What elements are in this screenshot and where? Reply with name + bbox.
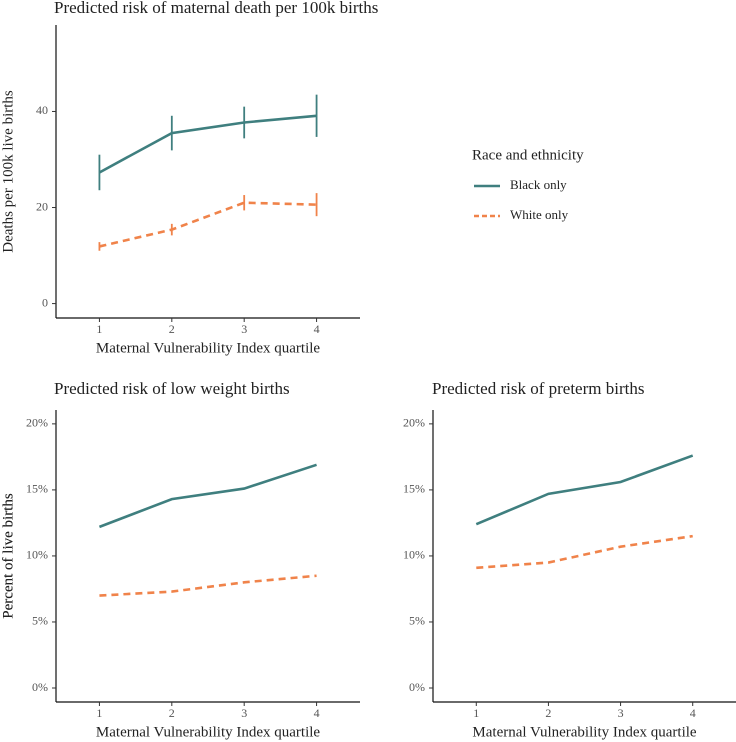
x-axis-title: Maternal Vulnerability Index quartile — [96, 340, 321, 356]
x-tick-label: 1 — [96, 322, 102, 336]
y-tick-label: 10% — [26, 548, 48, 562]
series-line — [475, 454, 694, 526]
series-line — [98, 114, 317, 174]
y-tick-label: 0% — [409, 680, 425, 694]
legend-label: White only — [510, 207, 569, 222]
series-line — [99, 574, 317, 597]
legend-title: Race and ethnicity — [472, 147, 584, 163]
y-axis-title: Percent of live births — [0, 493, 16, 619]
y-tick-label: 5% — [32, 614, 48, 628]
series-line — [98, 463, 317, 529]
y-axis-title: Deaths per 100k live births — [0, 90, 16, 253]
y-tick-label: 15% — [26, 482, 48, 496]
series-line — [99, 201, 317, 248]
x-axis-title: Maternal Vulnerability Index quartile — [472, 724, 697, 740]
y-tick-label: 5% — [409, 614, 425, 628]
chart-title: Predicted risk of preterm births — [432, 379, 644, 398]
y-tick-label: 0 — [42, 295, 48, 309]
x-tick-label: 1 — [96, 706, 102, 720]
y-tick-label: 10% — [403, 548, 425, 562]
x-tick-label: 4 — [690, 706, 696, 720]
chart-title: Predicted risk of maternal death per 100… — [54, 0, 378, 17]
x-tick-label: 1 — [473, 706, 479, 720]
y-tick-label: 0% — [32, 680, 48, 694]
x-tick-label: 2 — [545, 706, 551, 720]
y-tick-label: 20% — [403, 416, 425, 430]
x-tick-label: 3 — [618, 706, 624, 720]
y-tick-label: 15% — [403, 482, 425, 496]
series-line — [476, 534, 693, 570]
x-tick-label: 2 — [169, 706, 175, 720]
x-tick-label: 4 — [314, 706, 320, 720]
x-tick-label: 2 — [169, 322, 175, 336]
y-tick-label: 20% — [26, 416, 48, 430]
y-axis-title: Percent of live births — [0, 493, 16, 619]
y-tick-label: 40 — [36, 103, 48, 117]
x-axis-title: Maternal Vulnerability Index quartile — [96, 724, 321, 740]
legend-label: Black only — [510, 177, 567, 192]
x-tick-label: 4 — [314, 322, 320, 336]
x-tick-label: 3 — [241, 706, 247, 720]
y-tick-label: 20 — [36, 199, 48, 213]
x-tick-label: 3 — [241, 322, 247, 336]
chart-title: Predicted risk of low weight births — [54, 379, 290, 398]
